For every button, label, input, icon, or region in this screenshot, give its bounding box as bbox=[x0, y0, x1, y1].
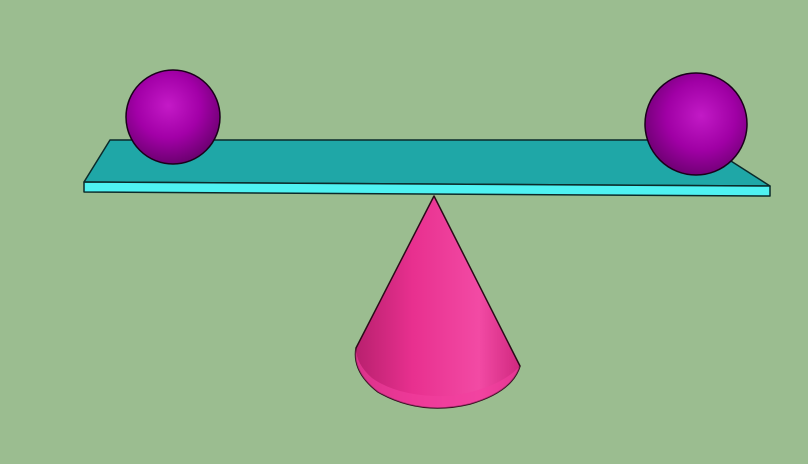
left-sphere bbox=[125, 69, 221, 165]
balance-plank bbox=[83, 139, 771, 197]
right-sphere bbox=[644, 72, 748, 176]
fulcrum-cone bbox=[354, 195, 521, 409]
